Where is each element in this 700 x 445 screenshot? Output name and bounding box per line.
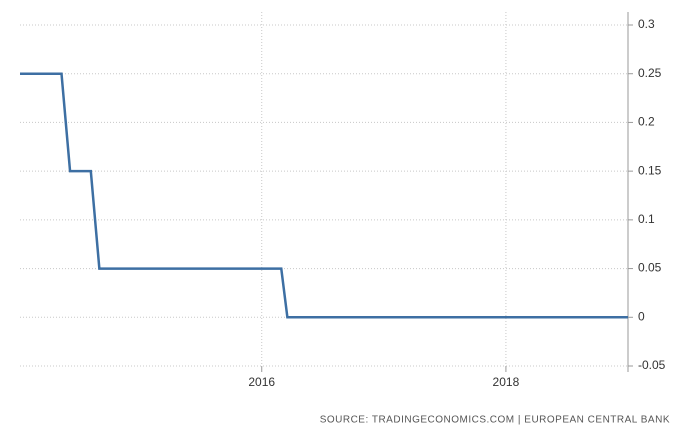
y-tick-label: -0.05 [638, 358, 666, 372]
y-tick-label: 0.1 [638, 212, 655, 226]
y-tick-label: 0 [638, 309, 645, 323]
y-tick-label: 0.25 [638, 66, 662, 80]
x-tick-label: 2018 [493, 375, 520, 389]
y-tick-label: 0.3 [638, 17, 655, 31]
y-tick-label: 0.05 [638, 261, 662, 275]
data-line [20, 72, 628, 319]
x-tick-label: 2016 [248, 375, 275, 389]
y-tick-label: 0.2 [638, 115, 655, 129]
source-note: SOURCE: TRADINGECONOMICS.COM | EUROPEAN … [320, 415, 670, 426]
y-tick-label: 0.15 [638, 163, 662, 177]
